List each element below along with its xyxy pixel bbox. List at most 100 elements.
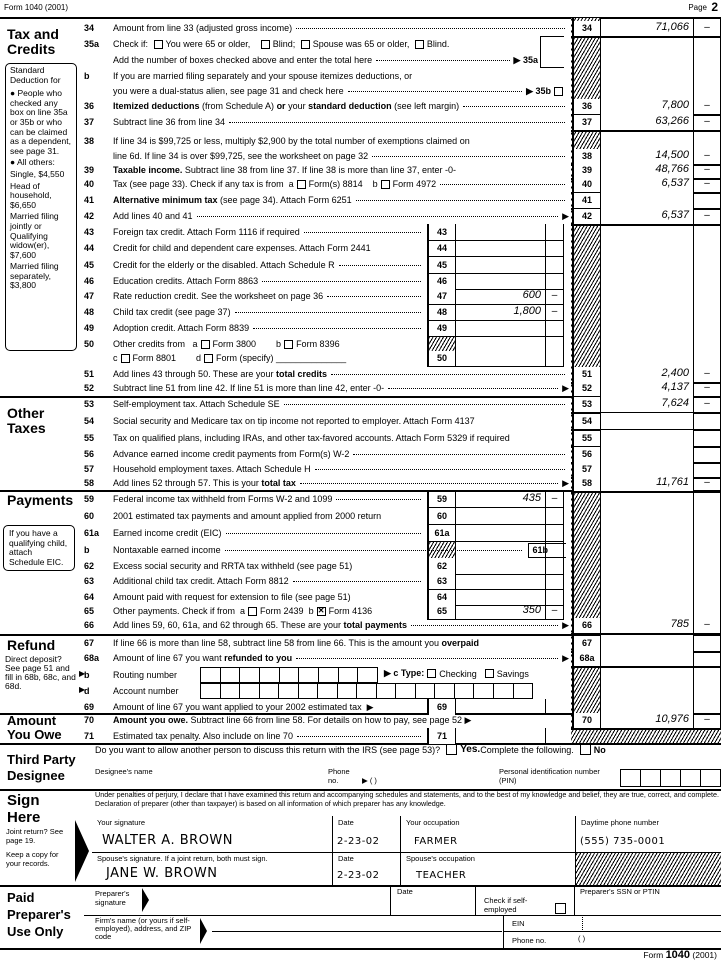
cents[interactable]: – <box>704 714 710 725</box>
cents[interactable]: – <box>551 493 558 504</box>
checkbox[interactable]: ✕ <box>316 605 326 616</box>
line-61b-input[interactable]: 61b <box>528 542 566 558</box>
digit-box[interactable] <box>661 770 681 786</box>
digit-box[interactable] <box>240 668 261 682</box>
digit-box[interactable] <box>318 684 338 698</box>
line-52-amount[interactable]: 4,137 <box>661 381 689 393</box>
your-occupation[interactable]: FARMER <box>414 836 458 847</box>
no-checkbox[interactable] <box>579 744 591 755</box>
line-51-amount[interactable]: 2,400 <box>661 367 689 379</box>
digit-box[interactable] <box>681 770 701 786</box>
digit-box[interactable] <box>280 668 300 682</box>
cents[interactable]: – <box>704 619 710 630</box>
account-number-input[interactable] <box>200 683 533 699</box>
digit-box[interactable] <box>396 684 416 698</box>
digit-box[interactable] <box>641 770 661 786</box>
checkbox[interactable] <box>554 86 563 96</box>
line-39-amount[interactable]: 48,766 <box>655 163 689 175</box>
digit-box[interactable] <box>240 684 260 698</box>
cents[interactable]: – <box>704 150 710 161</box>
spouse-signature[interactable]: JANE W. BROWN <box>106 866 218 881</box>
checkbox[interactable] <box>120 353 130 363</box>
digit-box[interactable] <box>221 684 241 698</box>
line-38-amount[interactable]: 14,500 <box>655 149 689 161</box>
digit-box[interactable] <box>377 684 397 698</box>
cents[interactable]: – <box>704 116 710 127</box>
line-65-amount[interactable]: 350 <box>522 604 541 616</box>
checkbox[interactable] <box>260 39 270 49</box>
firm-input[interactable] <box>212 931 502 932</box>
cents[interactable]: – <box>551 306 558 317</box>
digit-box[interactable] <box>338 684 358 698</box>
line-34-amount[interactable]: 71,066 <box>655 21 689 33</box>
checkbox[interactable] <box>200 339 210 349</box>
cents[interactable]: – <box>704 210 710 221</box>
line-59-amount[interactable]: 435 <box>522 492 541 504</box>
checkbox[interactable] <box>296 179 306 189</box>
digit-box[interactable] <box>357 684 377 698</box>
cents[interactable]: – <box>551 605 558 616</box>
line-48-amount[interactable]: 1,800 <box>513 305 541 317</box>
digit-box[interactable] <box>221 668 241 682</box>
checkbox[interactable] <box>204 353 214 363</box>
self-employed-checkbox[interactable] <box>555 903 566 914</box>
digit-box[interactable] <box>319 668 339 682</box>
cents[interactable]: – <box>704 368 710 379</box>
your-signature[interactable]: WALTER A. BROWN <box>102 833 233 848</box>
digit-box[interactable] <box>416 684 436 698</box>
designee-phone-input[interactable]: ▶ ( ) <box>362 776 377 785</box>
line-66-amount[interactable]: 785 <box>670 618 689 630</box>
pin-input[interactable] <box>620 769 721 787</box>
digit-box[interactable] <box>455 684 475 698</box>
checkbox[interactable] <box>380 179 390 189</box>
line-53-amount[interactable]: 7,624 <box>661 397 689 409</box>
digit-box[interactable] <box>299 668 320 682</box>
digit-box[interactable] <box>279 684 299 698</box>
routing-number-input[interactable] <box>200 667 378 683</box>
line-36-amount[interactable]: 7,800 <box>661 99 689 111</box>
digit-box[interactable] <box>514 684 533 698</box>
cents[interactable]: – <box>704 477 710 488</box>
your-date[interactable]: 2-23-02 <box>337 836 380 847</box>
digit-box[interactable] <box>358 668 377 682</box>
cents[interactable]: – <box>704 100 710 111</box>
preparer-phone-input[interactable]: ( ) <box>578 934 586 943</box>
cents[interactable]: – <box>704 382 710 393</box>
digit-box[interactable] <box>701 770 720 786</box>
cents[interactable]: – <box>704 178 710 189</box>
checkbox[interactable] <box>414 39 424 49</box>
digit-box[interactable] <box>201 668 221 682</box>
digit-box[interactable] <box>260 684 280 698</box>
line-70-amount[interactable]: 10,976 <box>655 713 689 725</box>
checkbox[interactable] <box>300 39 310 49</box>
checkbox[interactable] <box>153 39 163 49</box>
line-40-amount[interactable]: 6,537 <box>661 177 689 189</box>
line-42-amount[interactable]: 6,537 <box>661 209 689 221</box>
digit-box[interactable] <box>474 684 494 698</box>
spouse-date[interactable]: 2-23-02 <box>337 870 380 881</box>
line-47-amount[interactable]: 600 <box>522 289 541 301</box>
cents[interactable]: – <box>704 398 710 409</box>
digit-box[interactable] <box>299 684 319 698</box>
digit-box[interactable] <box>435 684 455 698</box>
line-35a-input[interactable] <box>540 36 564 68</box>
daytime-phone[interactable]: (555) 735-0001 <box>580 836 666 847</box>
cents[interactable]: – <box>551 290 558 301</box>
cents[interactable]: – <box>704 22 710 33</box>
digit-box[interactable] <box>339 668 359 682</box>
checkbox[interactable] <box>248 606 258 616</box>
spouse-occupation[interactable]: TEACHER <box>416 870 467 881</box>
savings-checkbox[interactable] <box>484 669 494 678</box>
yes-checkbox[interactable] <box>446 744 458 755</box>
checking-checkbox[interactable] <box>427 669 437 678</box>
line-58-amount[interactable]: 11,761 <box>656 476 689 488</box>
line-37-amount[interactable]: 63,266 <box>655 115 689 127</box>
digit-box[interactable] <box>201 684 221 698</box>
digit-box[interactable] <box>621 770 641 786</box>
checkbox[interactable] <box>284 339 294 349</box>
designee-name-input[interactable] <box>140 777 320 787</box>
cents[interactable]: – <box>704 164 710 175</box>
yes-rest: Complete the following. <box>480 744 574 755</box>
digit-box[interactable] <box>494 684 514 698</box>
digit-box[interactable] <box>260 668 280 682</box>
